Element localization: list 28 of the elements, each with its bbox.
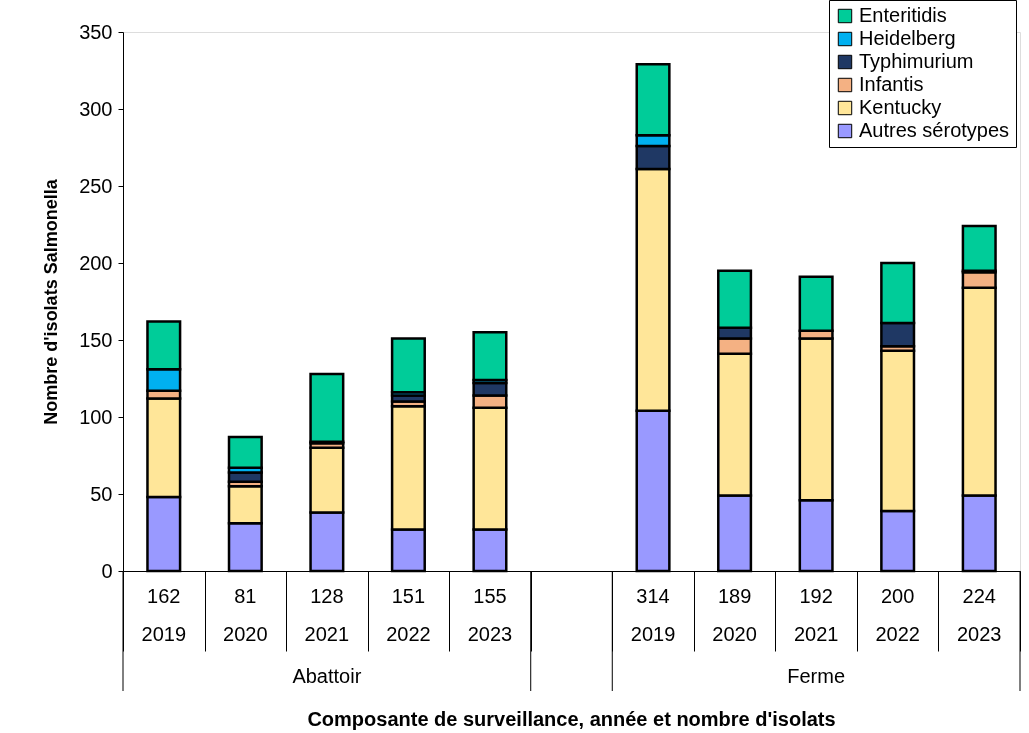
text: Ferme (787, 665, 846, 687)
x-tick-label: 128 2021 (304, 585, 350, 645)
text: Abattoir (292, 665, 362, 687)
x-tick-label: 81 2020 (223, 585, 268, 645)
x-tick-label: 189 2020 (712, 585, 757, 645)
legend-label: Autres sérotypes (859, 119, 1010, 141)
y-tick-label: 250 (79, 174, 113, 197)
legend-label: Enteritidis (859, 4, 947, 26)
x-tick-label: 224 2023 (956, 585, 1002, 645)
x-tick-label: 314 2019 (630, 585, 676, 645)
y-axis-title: Nombre d'isolats Salmonella (41, 178, 62, 425)
legend-label: Infantis (859, 73, 924, 95)
y-tick-label: 300 (79, 97, 113, 120)
legend-label: Heidelberg (859, 27, 956, 49)
x-tick-label: 155 2023 (467, 585, 513, 645)
y-tick-label: 350 (79, 20, 113, 43)
y-tick-label: 50 (90, 482, 113, 505)
legend-label: Kentucky (859, 96, 942, 118)
legend-label: Typhimurium (859, 50, 974, 72)
x-tick-label: 151 2022 (386, 585, 431, 645)
y-tick-label: 150 (79, 328, 113, 351)
y-tick-label: 0 (101, 559, 113, 582)
x-tick-label: 200 2022 (875, 585, 920, 645)
y-tick-label: 200 (79, 251, 113, 274)
x-axis-title: Composante de surveillance, année et nombre d'isolats (307, 708, 836, 730)
x-tick-label: 162 2019 (141, 585, 187, 645)
x-tick-label: 192 2021 (793, 585, 839, 645)
y-tick-label: 100 (79, 405, 113, 428)
